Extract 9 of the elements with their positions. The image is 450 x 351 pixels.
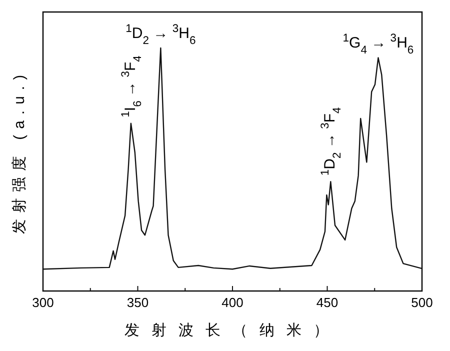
x-tick-label: 350 bbox=[126, 295, 149, 310]
x-tick-label: 450 bbox=[316, 295, 338, 310]
annotation: $^{1}$D$_{2}$ → $^{3}$H$_{6}$ bbox=[126, 23, 196, 47]
annotation: $^{1}$G$_{4}$ → $^{3}$H$_{6}$ bbox=[342, 32, 414, 57]
x-tick-label: 300 bbox=[32, 295, 54, 310]
x-axis-title: 发射波长（纳米） bbox=[124, 322, 340, 339]
x-tick-label: 500 bbox=[411, 295, 433, 310]
y-axis-title: 发射强度 (a.u.) bbox=[11, 68, 28, 234]
x-tick-label: 400 bbox=[222, 295, 244, 310]
